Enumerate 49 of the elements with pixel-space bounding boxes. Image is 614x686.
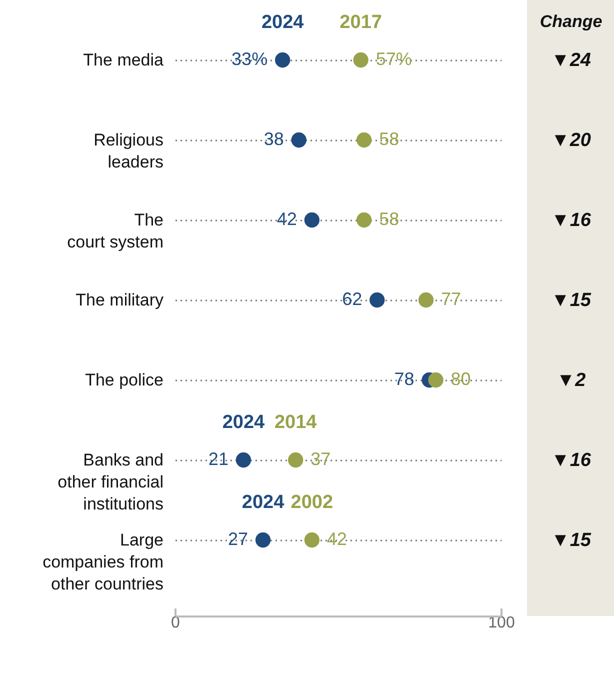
data-label: 58 — [379, 129, 400, 149]
data-label: 21 — [208, 449, 228, 469]
text: 2024 — [261, 12, 304, 33]
text: 2024 — [222, 412, 265, 433]
y-tick-label: Banks and other financial institutions — [58, 450, 164, 514]
text: ▼15 — [551, 530, 592, 551]
data-label: 38 — [264, 129, 284, 149]
point — [236, 452, 252, 468]
text: ▼20 — [551, 130, 592, 151]
point — [291, 132, 306, 148]
point — [356, 212, 372, 228]
data-label: 27 — [228, 529, 248, 549]
text: ▼24 — [551, 50, 592, 71]
y-tick-label: The police — [85, 370, 164, 390]
point — [353, 52, 368, 68]
series-label: 2014 — [274, 412, 318, 433]
data-label: 33% — [232, 49, 268, 69]
series-label: 2002 — [290, 492, 334, 513]
y-tick-label: The court system — [67, 210, 164, 252]
point — [255, 532, 271, 548]
point — [304, 212, 320, 228]
data-label: 42 — [326, 529, 347, 549]
series-label: 2017 — [340, 12, 382, 33]
data-label: 78 — [394, 369, 414, 389]
y-tick-label: The media — [83, 50, 164, 70]
x-tick-label: 100 — [488, 614, 515, 632]
point — [274, 52, 290, 68]
data-label: 37 — [310, 449, 331, 469]
data-label: 77 — [441, 289, 462, 309]
point — [288, 452, 304, 468]
text: Change — [540, 12, 602, 31]
point — [304, 532, 320, 548]
data-label: 57% — [376, 49, 412, 69]
data-label: 42 — [276, 209, 297, 229]
y-tick-label: Religious leaders — [94, 130, 164, 172]
data-label: 80 — [450, 369, 471, 389]
text: ▼2 — [556, 370, 586, 391]
y-tick-label: Large companies from other countries — [42, 530, 164, 594]
data-label: 58 — [379, 209, 400, 229]
text: ▼16 — [551, 210, 592, 231]
text: ▼15 — [551, 290, 592, 311]
point — [356, 132, 372, 148]
text: ▼16 — [551, 450, 592, 471]
data-label: 62 — [342, 289, 362, 309]
point — [418, 292, 434, 308]
point — [428, 372, 444, 388]
series-label: 2024 — [242, 492, 285, 513]
point — [370, 292, 385, 308]
y-tick-label: The military — [76, 290, 164, 310]
